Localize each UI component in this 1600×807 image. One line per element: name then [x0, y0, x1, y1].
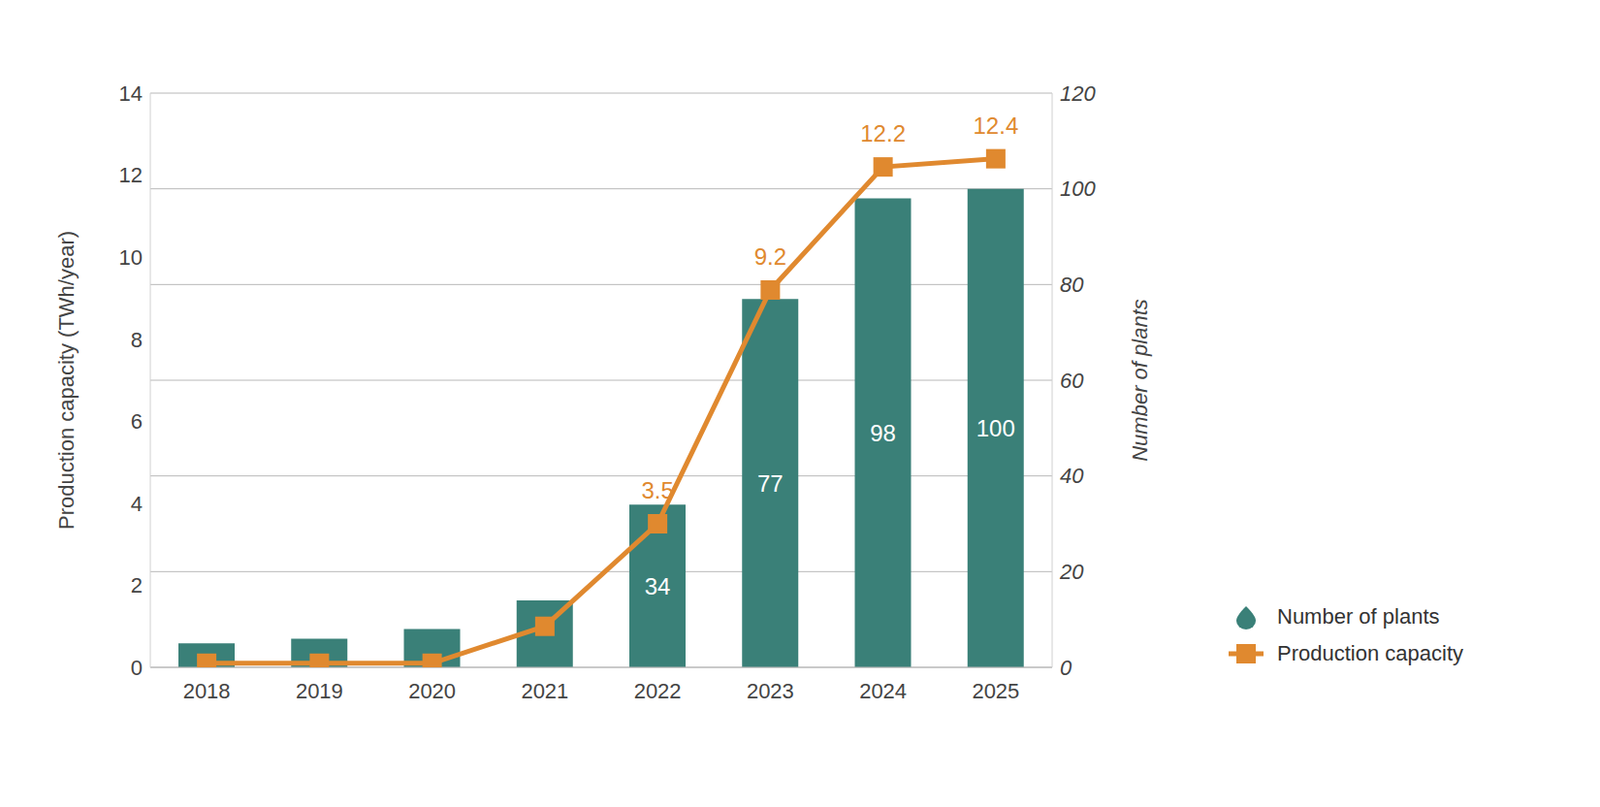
- svg-text:4: 4: [130, 491, 143, 516]
- html-text:Number of plants: Number of plants: [1277, 604, 1440, 629]
- svg-text:12.2: 12.2: [860, 120, 906, 147]
- svg-text:2020: 2020: [408, 678, 456, 704]
- svg-text:8: 8: [130, 327, 143, 352]
- svg-text:2025: 2025: [971, 678, 1020, 704]
- svg-text:14: 14: [119, 81, 143, 106]
- svg-text:100: 100: [976, 415, 1016, 442]
- svg-text:98: 98: [869, 419, 896, 447]
- svg-text:0: 0: [1059, 655, 1073, 680]
- svg-text:12.4: 12.4: [973, 112, 1020, 139]
- svg-text:2018: 2018: [183, 678, 231, 704]
- svg-text:2: 2: [130, 573, 143, 598]
- svg-text:6: 6: [130, 409, 143, 434]
- svg-text:Production capacity (TWh/year): Production capacity (TWh/year): [54, 230, 79, 530]
- svg-text:0: 0: [130, 655, 143, 680]
- svg-text:3.5: 3.5: [640, 477, 673, 504]
- svg-text:100: 100: [1059, 176, 1096, 201]
- svg-text:77: 77: [757, 470, 784, 497]
- svg-text:2019: 2019: [295, 678, 344, 704]
- svg-text:9.2: 9.2: [754, 243, 787, 270]
- svg-text:40: 40: [1059, 463, 1085, 488]
- svg-text:20: 20: [1058, 559, 1085, 584]
- svg-text:2024: 2024: [859, 678, 907, 704]
- svg-text:Number of plants: Number of plants: [1127, 298, 1152, 462]
- svg-text:60: 60: [1059, 368, 1085, 393]
- html-text:Production capacity: Production capacity: [1277, 640, 1464, 666]
- svg-text:80: 80: [1059, 272, 1085, 297]
- svg-text:2023: 2023: [746, 678, 795, 704]
- svg-text:2022: 2022: [634, 678, 682, 704]
- svg-text:10: 10: [119, 245, 143, 270]
- svg-text:120: 120: [1059, 81, 1096, 106]
- svg-text:34: 34: [644, 573, 672, 600]
- svg-text:2021: 2021: [520, 678, 569, 704]
- svg-text:12: 12: [119, 162, 143, 188]
